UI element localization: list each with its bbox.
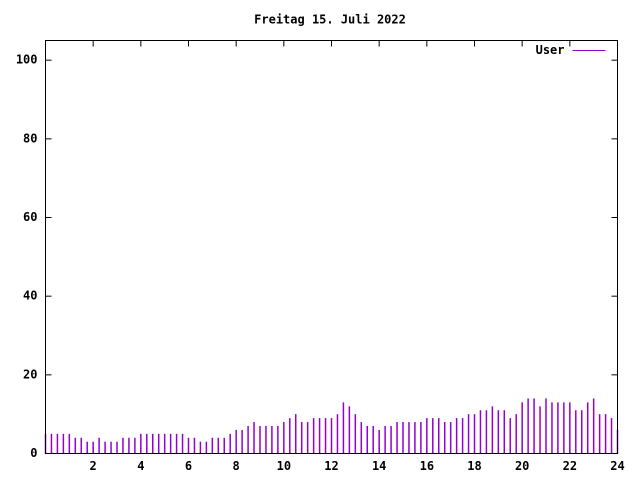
plot-border <box>45 40 618 454</box>
x-tick-label: 6 <box>185 459 192 473</box>
y-tick-label: 40 <box>23 289 37 303</box>
legend-label: User <box>536 43 565 57</box>
x-tick-label: 12 <box>324 459 338 473</box>
x-tick-label: 2 <box>90 459 97 473</box>
x-tick-label: 10 <box>277 459 291 473</box>
y-tick-label: 0 <box>30 446 37 460</box>
x-tick-label: 18 <box>467 459 481 473</box>
x-tick-label: 22 <box>563 459 577 473</box>
x-tick-label: 8 <box>233 459 240 473</box>
y-tick-label: 80 <box>23 131 37 145</box>
x-tick-label: 16 <box>420 459 434 473</box>
x-tick-label: 4 <box>137 459 144 473</box>
y-tick-label: 60 <box>23 210 37 224</box>
y-tick-label: 20 <box>23 367 37 381</box>
y-tick-label: 100 <box>16 53 38 67</box>
chart-title: Freitag 15. Juli 2022 <box>254 13 406 27</box>
x-tick-label: 14 <box>372 459 386 473</box>
x-tick-label: 20 <box>515 459 529 473</box>
x-tick-label: 24 <box>610 459 624 473</box>
